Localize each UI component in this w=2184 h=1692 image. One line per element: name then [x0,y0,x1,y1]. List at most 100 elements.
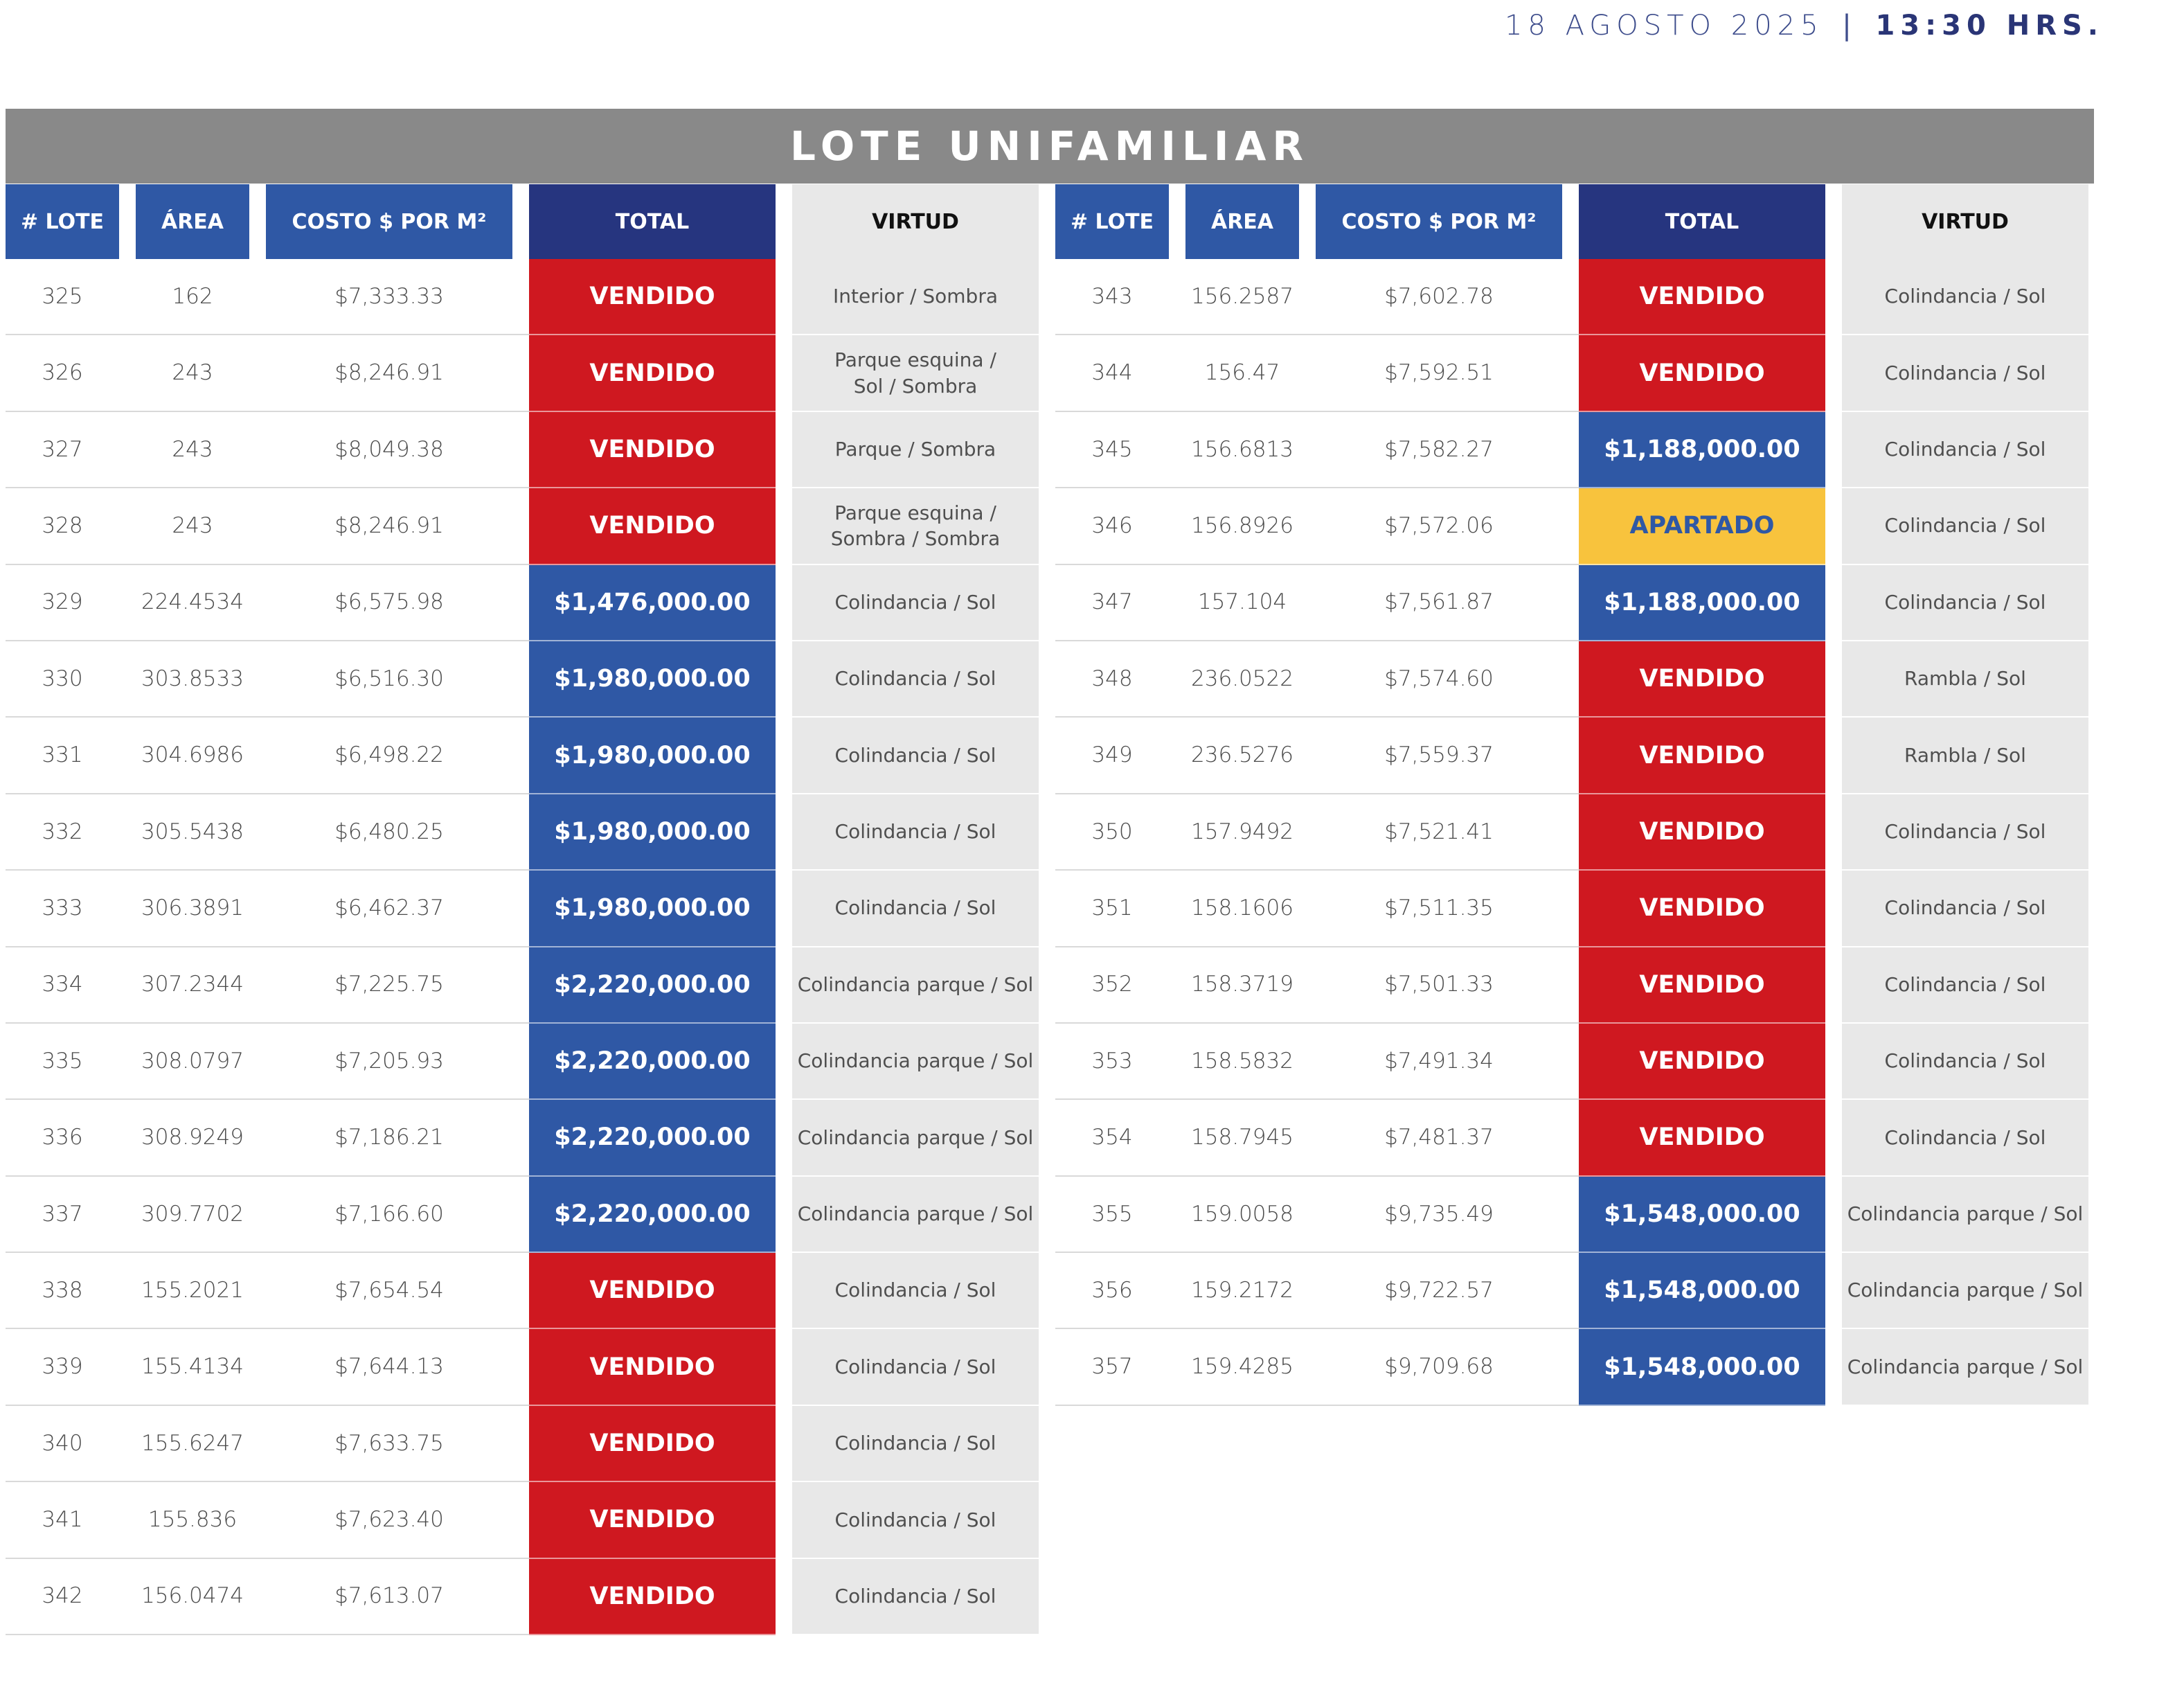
row-divider [119,565,136,641]
lot-virtud: Colindancia / Sol [792,1253,1039,1330]
lot-virtud: Colindancia parque / Sol [792,1176,1039,1254]
lot-price-per-m2: $6,480.25 [266,794,512,871]
lot-total-status: VENDIDO [1579,794,1825,871]
date-time-header: 18 AGOSTO 2025 | 13:30 HRS. [1505,10,2104,48]
lot-price-per-m2: $6,575.98 [266,565,512,641]
lot-number: 345 [1055,412,1169,489]
lot-number: 332 [6,794,119,871]
row-divider [1299,335,1316,412]
lot-area: 156.47 [1185,335,1299,412]
lot-number: 355 [1055,1177,1169,1254]
lot-number: 353 [1055,1024,1169,1101]
lot-virtud: Colindancia parque / Sol [1842,1176,2088,1254]
lot-number: 338 [6,1253,119,1330]
row-divider [1562,412,1579,489]
row-divider [119,1329,136,1406]
lot-area: 159.2172 [1185,1253,1299,1330]
row-divider [1169,947,1185,1024]
lot-number: 349 [1055,718,1169,794]
lot-total-status: VENDIDO [1579,641,1825,718]
row-divider [119,1024,136,1101]
row-divider [119,871,136,947]
lot-virtud: Colindancia / Sol [792,871,1039,947]
row-divider [249,1100,266,1177]
lot-price-per-m2: $9,709.68 [1316,1329,1562,1406]
lot-area: 156.0474 [136,1559,249,1636]
row-divider [249,1253,266,1330]
lot-price-per-m2: $7,205.93 [266,1024,512,1101]
lot-virtud: Colindancia / Sol [1842,947,2088,1024]
row-divider [512,1100,529,1177]
lot-number: 333 [6,871,119,947]
lot-number: 350 [1055,794,1169,871]
row-divider [119,641,136,718]
lot-total-status: VENDIDO [529,488,776,565]
lot-area: 158.3719 [1185,947,1299,1024]
row-divider [249,565,266,641]
row-divider [512,1406,529,1483]
lot-price-per-m2: $9,735.49 [1316,1177,1562,1254]
lot-virtud: Colindancia / Sol [792,1329,1039,1406]
lot-virtud: Rambla / Sol [1842,718,2088,794]
row-divider [1562,641,1579,718]
row-divider [1299,718,1316,794]
lot-number: 341 [6,1482,119,1559]
lot-price-per-m2: $7,511.35 [1316,871,1562,947]
row-divider [1562,871,1579,947]
lot-total-status: $2,220,000.00 [529,1100,776,1177]
lot-virtud: Colindancia / Sol [1842,411,2088,489]
lot-area: 243 [136,412,249,489]
row-divider [1169,1100,1185,1177]
row-divider [512,412,529,489]
header-area-left: ÁREA [136,184,249,259]
lot-area: 243 [136,488,249,565]
row-divider [1299,1329,1316,1406]
row-divider [249,259,266,336]
row-divider [119,1177,136,1254]
row-divider [512,565,529,641]
lot-total-status: VENDIDO [1579,335,1825,412]
lot-number: 326 [6,335,119,412]
lot-price-per-m2: $7,644.13 [266,1329,512,1406]
row-divider [512,641,529,718]
lot-number: 348 [1055,641,1169,718]
header-virtud-left: VIRTUD [792,184,1039,259]
lot-area: 155.836 [136,1482,249,1559]
lot-price-per-m2: $7,225.75 [266,947,512,1024]
lot-number: 351 [1055,871,1169,947]
header-costo-right: COSTO $ POR M² [1316,184,1562,259]
row-divider [1169,335,1185,412]
row-divider [1562,1329,1579,1406]
lot-total-status: $1,188,000.00 [1579,564,1825,641]
lot-area: 158.1606 [1185,871,1299,947]
lot-virtud: Parque esquina / Sol / Sombra [792,335,1039,412]
header-costo-left: COSTO $ POR M² [266,184,512,259]
lot-number: 354 [1055,1100,1169,1177]
row-divider [512,718,529,794]
lot-virtud: Colindancia / Sol [792,641,1039,718]
lot-total-status: VENDIDO [529,259,776,336]
lot-total-status: $1,548,000.00 [1579,1329,1825,1406]
lot-total-status: $1,980,000.00 [529,641,776,718]
row-divider [1169,641,1185,718]
row-divider [1562,1024,1579,1101]
row-divider [1299,1177,1316,1254]
lot-price-per-m2: $7,574.60 [1316,641,1562,718]
row-divider [119,1559,136,1636]
lot-price-per-m2: $7,592.51 [1316,335,1562,412]
lot-total-status: $1,548,000.00 [1579,1176,1825,1254]
row-divider [1169,1177,1185,1254]
lot-price-per-m2: $7,561.87 [1316,565,1562,641]
lot-virtud: Colindancia / Sol [1842,871,2088,947]
lot-price-per-m2: $7,633.75 [266,1406,512,1483]
lot-number: 330 [6,641,119,718]
row-divider [249,1177,266,1254]
header-separator: | [1842,10,1857,42]
row-divider [512,488,529,565]
lot-area: 157.9492 [1185,794,1299,871]
lot-total-status: VENDIDO [529,411,776,489]
row-divider [1562,565,1579,641]
lot-area: 308.9249 [136,1100,249,1177]
row-divider [249,947,266,1024]
row-divider [249,1329,266,1406]
